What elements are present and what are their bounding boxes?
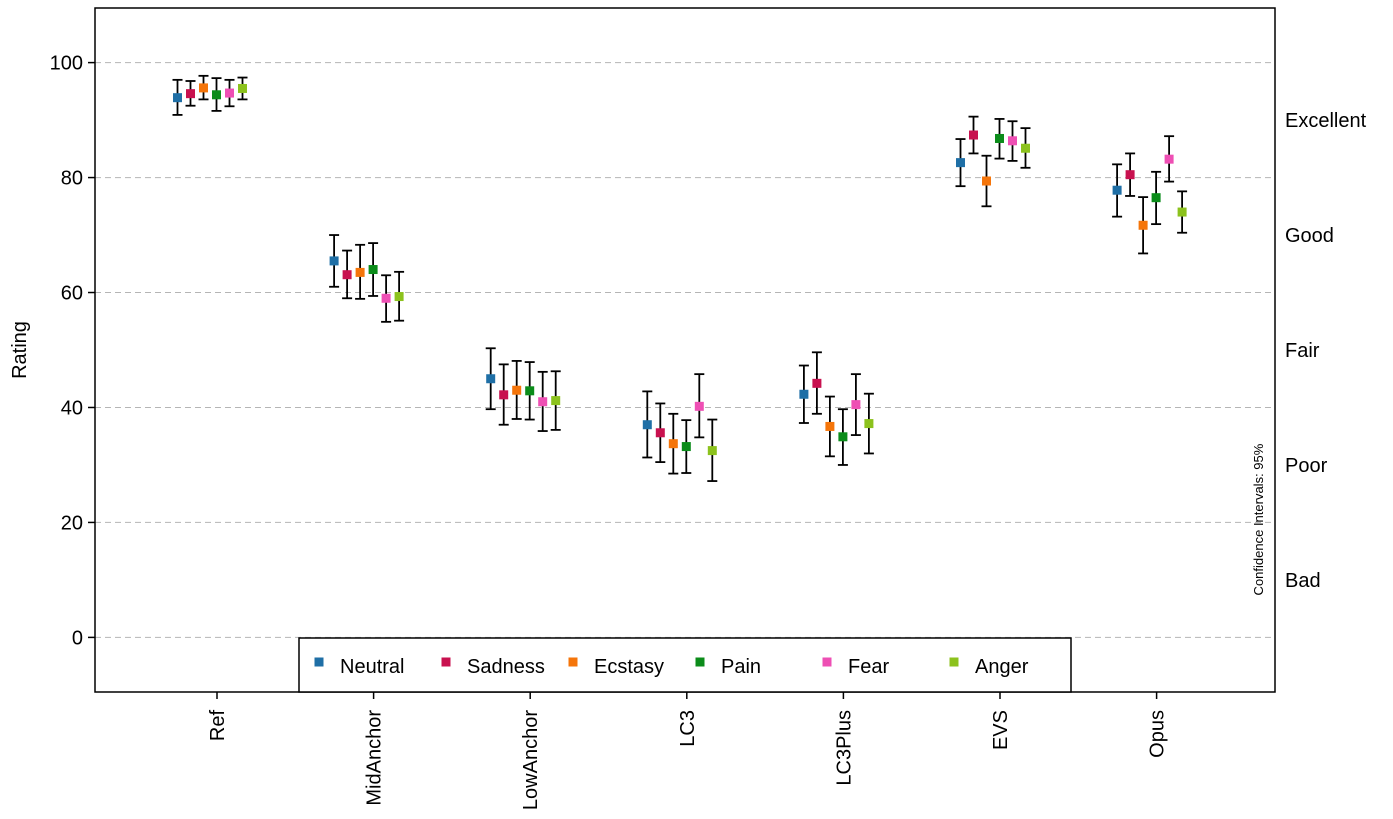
legend-label: Fear — [848, 656, 889, 678]
data-point — [812, 378, 822, 388]
data-point — [512, 385, 522, 395]
legend-label: Pain — [721, 656, 761, 678]
data-point — [538, 397, 548, 407]
data-point — [982, 176, 991, 186]
legend-item: Anger — [949, 656, 1029, 678]
legend-label: Neutral — [340, 656, 404, 678]
data-point — [199, 83, 208, 93]
x-axis-category-labels: Ref MidAnchor LowAnchor LC3 LC3Plus EVS Opus — [207, 692, 1169, 810]
legend-swatch — [441, 657, 451, 667]
legend-swatch — [822, 657, 832, 667]
legend-item: Sadness — [441, 656, 545, 678]
data-point — [681, 442, 691, 452]
data-point — [655, 428, 665, 438]
data-point — [1164, 154, 1174, 164]
legend-label: Anger — [975, 656, 1029, 678]
error-bars — [172, 74, 1188, 482]
data-point — [1151, 193, 1161, 203]
data-point — [394, 292, 404, 302]
quality-label: Poor — [1285, 455, 1328, 477]
data-point — [355, 267, 365, 277]
data-point — [851, 400, 861, 410]
data-point — [1112, 185, 1122, 195]
legend-item: Neutral — [314, 656, 404, 678]
data-point — [707, 446, 717, 456]
legend-item: Fear — [822, 656, 889, 678]
data-point — [1125, 170, 1135, 180]
y-tick-label: 40 — [61, 397, 83, 419]
data-point — [799, 389, 809, 399]
data-point — [1008, 136, 1017, 146]
data-point — [368, 265, 378, 275]
data-point — [499, 390, 509, 400]
data-point — [186, 89, 195, 99]
data-point — [956, 158, 965, 168]
x-tick-label: LC3Plus — [833, 710, 855, 786]
data-point — [525, 386, 535, 396]
legend: Neutral Sadness Ecstasy Pain Fear Anger — [298, 637, 1072, 693]
x-tick-label: EVS — [990, 710, 1012, 750]
y-axis-ticks: 0 20 40 60 80 100 — [50, 53, 95, 649]
legend-swatch — [949, 657, 959, 667]
data-points — [173, 83, 1187, 456]
y-tick-label: 60 — [61, 283, 83, 305]
y-axis-label: Rating — [9, 321, 31, 379]
x-tick-label: MidAnchor — [364, 710, 386, 806]
data-point — [381, 293, 391, 303]
data-point — [825, 421, 835, 431]
y-tick-label: 80 — [61, 168, 83, 190]
x-tick-label: LC3 — [677, 710, 699, 747]
data-point — [212, 90, 221, 100]
data-point — [551, 396, 561, 406]
data-point — [995, 133, 1004, 143]
data-point — [838, 432, 848, 442]
x-tick-label: Opus — [1147, 710, 1169, 758]
legend-item: Pain — [695, 656, 761, 678]
plot-frame — [94, 7, 1276, 693]
quality-label: Bad — [1285, 570, 1321, 592]
y-tick-label: 20 — [61, 512, 83, 534]
data-point — [969, 130, 978, 140]
legend-swatch — [314, 657, 324, 667]
x-tick-label: LowAnchor — [520, 710, 542, 810]
data-point — [668, 439, 678, 449]
y-tick-label: 0 — [72, 627, 83, 649]
data-point — [238, 83, 247, 93]
quality-label: Good — [1285, 225, 1334, 247]
data-point — [1138, 220, 1148, 230]
x-tick-label: Ref — [207, 710, 229, 742]
legend-label: Ecstasy — [594, 656, 664, 678]
quality-label: Excellent — [1285, 110, 1367, 132]
legend-swatch — [695, 657, 705, 667]
grid-lines — [95, 62, 1275, 638]
quality-label: Fair — [1285, 340, 1320, 362]
data-point — [329, 256, 339, 266]
legend-swatch — [568, 657, 578, 667]
data-point — [225, 88, 234, 98]
legend-label: Sadness — [467, 656, 545, 678]
data-point — [694, 401, 704, 411]
data-point — [1021, 143, 1030, 153]
data-point — [173, 93, 182, 103]
y-tick-label: 100 — [50, 53, 83, 75]
quality-scale-labels: Excellent Good Fair Poor Bad — [1285, 110, 1367, 592]
confidence-interval-annotation: Confidence Intervals: 95% — [1251, 443, 1266, 595]
data-point — [486, 374, 496, 384]
data-point — [864, 419, 874, 429]
data-point — [642, 420, 652, 430]
legend-item: Ecstasy — [568, 656, 664, 678]
legend-box — [298, 637, 1072, 693]
data-point — [1177, 207, 1187, 217]
data-point — [342, 270, 352, 280]
